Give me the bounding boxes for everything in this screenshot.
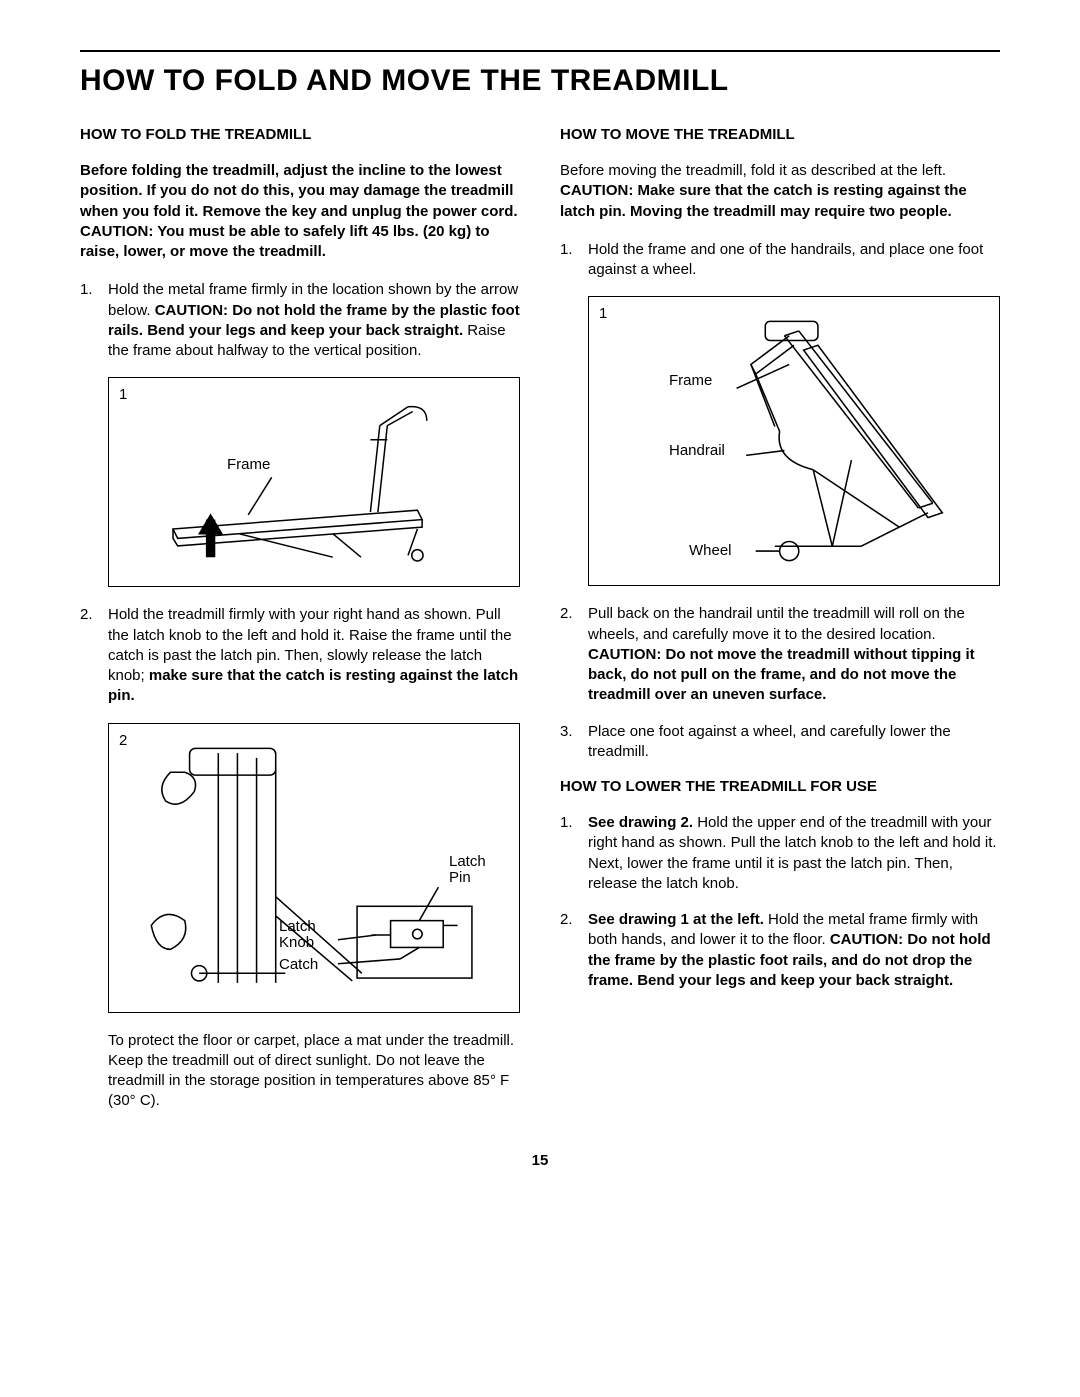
move-fig1-wheel-label: Wheel [689,542,732,559]
fold-steps-2: Hold the treadmill firmly with your righ… [80,605,520,706]
move-fig1-frame-label: Frame [669,372,712,389]
move-steps: Hold the frame and one of the handrails,… [560,240,1000,281]
fold-intro: Before folding the treadmill, adjust the… [80,161,520,262]
fold-steps: Hold the metal frame firmly in the locat… [80,280,520,361]
move-fig1-illustration [601,307,987,575]
move-fig1-handrail-label: Handrail [669,442,725,459]
move-step-2: Pull back on the handrail until the trea… [560,604,1000,705]
columns: HOW TO FOLD THE TREADMILL Before folding… [80,126,1000,1112]
fold-step-2: Hold the treadmill firmly with your righ… [80,605,520,706]
fold-fig1-illustration [121,388,507,576]
fig2-catch-label: Catch [279,956,318,973]
page-title: HOW TO FOLD AND MOVE THE TREADMILL [80,64,1000,98]
fold-step-1: Hold the metal frame firmly in the locat… [80,280,520,361]
move-step-3: Place one foot against a wheel, and care… [560,722,1000,763]
fig1-frame-label: Frame [227,456,270,473]
right-column: HOW TO MOVE THE TREADMILL Before moving … [560,126,1000,1112]
fig2-latchknob-label: Latch Knob [279,919,329,952]
page-number: 15 [80,1152,1000,1169]
lower-steps: See drawing 2. Hold the upper end of the… [560,813,1000,991]
fold-heading: HOW TO FOLD THE TREADMILL [80,126,520,143]
move-fig1-number: 1 [599,305,607,322]
fig1-number: 1 [119,386,127,403]
lower-step-2: See drawing 1 at the left. Hold the meta… [560,910,1000,991]
move-heading: HOW TO MOVE THE TREADMILL [560,126,1000,143]
fig2-number: 2 [119,732,127,749]
fold-figure-2: 2 Latch Pin Latch Knob Catch [108,723,520,1013]
fig2-latchpin-label: Latch Pin [449,854,499,887]
move-intro: Before moving the treadmill, fold it as … [560,161,1000,222]
lower-heading: HOW TO LOWER THE TREADMILL FOR USE [560,778,1000,795]
lower-step-1: See drawing 2. Hold the upper end of the… [560,813,1000,894]
fold-figure-1: 1 Frame [108,377,520,587]
fold-note: To protect the floor or carpet, place a … [108,1031,520,1112]
move-steps-2: Pull back on the handrail until the trea… [560,604,1000,762]
move-step-1: Hold the frame and one of the handrails,… [560,240,1000,281]
left-column: HOW TO FOLD THE TREADMILL Before folding… [80,126,520,1112]
move-figure-1: 1 Frame Handrail Wheel [588,296,1000,586]
top-rule [80,50,1000,52]
